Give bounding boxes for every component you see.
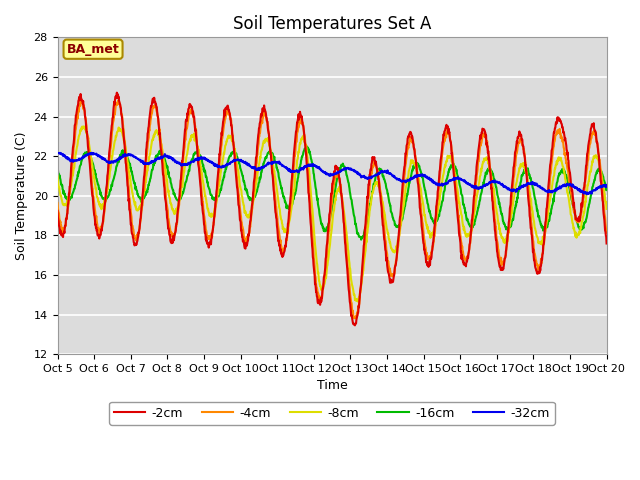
-2cm [298,118,306,123]
-4cm [287,197,294,203]
-2cm [603,240,611,246]
Text: BA_met: BA_met [67,43,120,56]
Legend: -2cm, -4cm, -8cm, -16cm, -32cm: -2cm, -4cm, -8cm, -16cm, -32cm [109,402,555,424]
-16cm [357,237,365,242]
-32cm [298,165,306,171]
-4cm [119,120,127,126]
-2cm [113,90,121,96]
X-axis label: Time: Time [317,379,348,392]
-16cm [298,154,306,159]
-8cm [97,202,104,207]
-2cm [351,323,359,328]
-4cm [298,120,306,126]
-16cm [303,144,311,149]
-32cm [119,154,127,159]
Title: Soil Temperatures Set A: Soil Temperatures Set A [233,15,431,33]
-4cm [351,315,358,321]
-4cm [308,229,316,235]
-8cm [298,135,306,141]
-2cm [54,208,61,214]
Line: -2cm: -2cm [58,93,607,325]
-32cm [308,163,316,169]
Line: -16cm: -16cm [58,146,607,240]
Line: -8cm: -8cm [58,126,607,301]
-8cm [308,204,316,210]
-8cm [354,299,362,304]
-8cm [367,202,374,208]
-4cm [77,97,84,103]
-4cm [367,174,374,180]
-16cm [367,199,374,204]
-32cm [88,150,95,156]
-32cm [603,184,611,190]
-8cm [603,206,611,212]
-8cm [287,210,294,216]
-16cm [54,165,61,170]
-8cm [80,123,88,129]
-4cm [603,230,611,236]
-2cm [119,125,127,131]
Line: -32cm: -32cm [58,153,607,194]
-32cm [367,174,374,180]
-16cm [96,188,104,193]
-4cm [97,227,104,232]
-2cm [367,166,374,172]
Line: -4cm: -4cm [58,100,607,318]
-4cm [54,200,61,206]
-16cm [287,204,294,210]
-32cm [582,192,590,197]
-32cm [97,155,104,160]
-16cm [118,152,126,158]
Y-axis label: Soil Temperature (C): Soil Temperature (C) [15,132,28,260]
-16cm [308,160,316,166]
-16cm [603,186,611,192]
-2cm [96,233,104,239]
-8cm [119,132,127,138]
-2cm [308,243,316,249]
-8cm [54,173,61,179]
-2cm [287,192,294,197]
-32cm [287,168,294,173]
-32cm [54,150,61,156]
